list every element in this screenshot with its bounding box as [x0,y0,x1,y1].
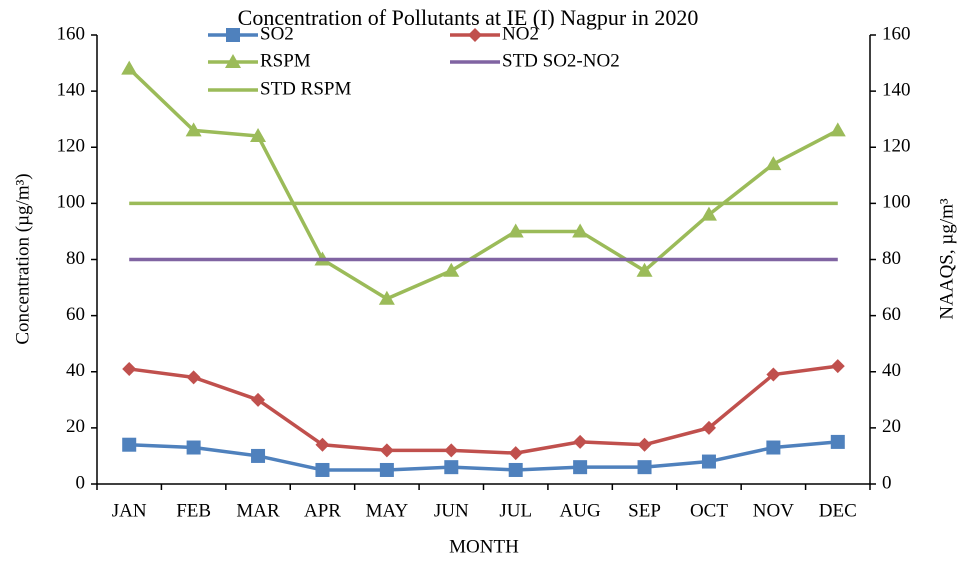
y2-axis-title: NAAQS, µg/m³ [936,198,957,319]
x-tick-label: JUN [434,500,469,521]
y2-tick-label: 40 [882,360,901,381]
marker [637,460,652,475]
marker [636,262,653,277]
y-tick-label: 40 [66,360,85,381]
series-line [128,364,839,455]
marker [251,448,266,463]
marker [766,440,781,455]
marker [121,60,138,75]
y-tick-label: 0 [76,472,86,493]
chart-title: Concentration of Pollutants at IE (I) Na… [238,5,699,30]
x-tick-label: MAY [366,500,409,521]
y2-tick-label: 120 [882,136,911,157]
marker [186,370,201,385]
x-tick-label: JAN [112,500,147,521]
marker [444,443,459,458]
y2-tick-label: 0 [882,472,892,493]
marker [701,420,716,435]
y-tick-label: 100 [57,192,86,213]
marker [444,460,459,475]
marker [250,128,267,143]
marker [315,437,330,452]
marker [830,359,845,374]
marker [507,223,524,238]
marker [379,462,394,477]
x-axis-title: MONTH [449,536,519,557]
marker [829,122,846,137]
marker [766,367,781,382]
y-tick-label: 160 [57,23,86,44]
series-line [127,67,839,301]
x-tick-label: DEC [819,500,857,521]
marker [468,28,482,42]
y-tick-label: 140 [57,79,86,100]
marker [251,392,266,407]
marker [185,122,202,137]
x-tick-label: APR [304,500,341,521]
marker [765,156,782,171]
marker [122,361,137,376]
x-tick-label: NOV [753,500,794,521]
legend-label: STD RSPM [260,78,351,99]
marker [378,290,395,305]
x-tick-label: OCT [690,500,728,521]
marker [186,440,201,455]
marker [637,437,652,452]
marker [573,460,588,475]
marker [830,434,845,449]
marker [226,28,240,42]
legend-label: NO2 [502,23,539,44]
y2-tick-label: 160 [882,23,911,44]
y-tick-label: 60 [66,304,85,325]
legend-label: SO2 [260,23,294,44]
marker [572,223,589,238]
y2-tick-label: 100 [882,192,911,213]
x-tick-label: SEP [628,500,661,521]
series-line [129,440,838,472]
y-tick-label: 120 [57,136,86,157]
x-tick-label: FEB [176,500,211,521]
marker [508,446,523,461]
marker [701,454,716,469]
y2-tick-label: 80 [882,248,901,269]
y2-tick-label: 20 [882,416,901,437]
marker [573,434,588,449]
marker [443,262,460,277]
marker [122,437,137,452]
marker [508,462,523,477]
marker [379,443,394,458]
y2-tick-label: 140 [882,79,911,100]
marker [700,206,717,221]
marker [315,462,330,477]
x-tick-label: MAR [236,500,280,521]
legend-label: STD SO2-NO2 [502,50,620,71]
x-tick-label: JUL [499,500,532,521]
y-axis-title: Concentration (µg/m³) [12,173,33,344]
marker [225,54,241,68]
y-tick-label: 80 [66,248,85,269]
x-tick-label: AUG [560,500,601,521]
legend-label: RSPM [260,50,311,71]
y-tick-label: 20 [66,416,85,437]
y2-tick-label: 60 [882,304,901,325]
